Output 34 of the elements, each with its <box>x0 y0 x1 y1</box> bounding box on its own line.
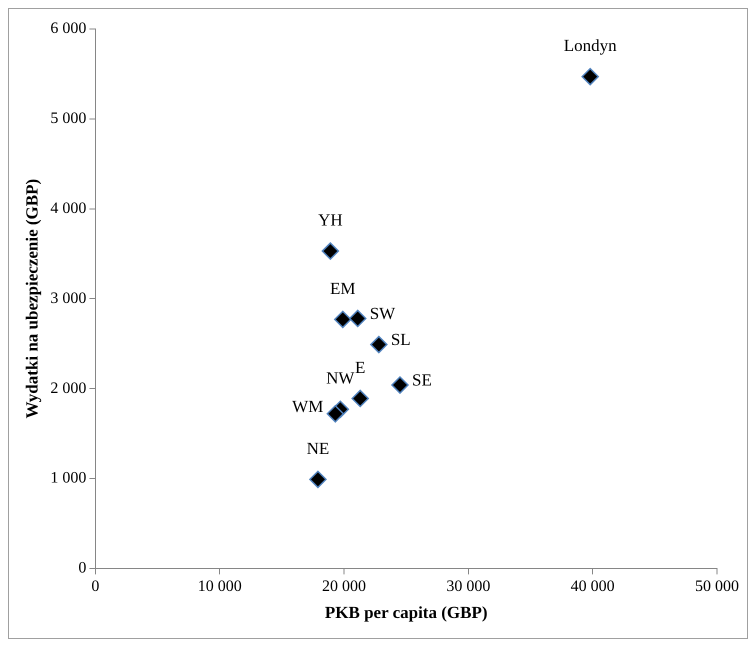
y-tick-label: 4 000 <box>50 200 86 218</box>
x-tick-label: 30 000 <box>446 578 490 596</box>
y-tick-label: 3 000 <box>50 290 86 307</box>
point <box>326 405 344 423</box>
y-tick-label: 6 000 <box>50 20 86 38</box>
data-label: WM <box>292 397 324 416</box>
point <box>309 470 327 488</box>
point <box>351 390 369 408</box>
x-tick-label: 10 000 <box>198 578 242 596</box>
y-tick-label: 1 000 <box>50 470 86 487</box>
point <box>581 68 599 86</box>
x-tick-label: 0 <box>91 578 100 596</box>
data-label: SW <box>370 304 396 323</box>
data-label: SE <box>412 370 432 390</box>
point <box>391 376 409 394</box>
y-tick-label: 0 <box>78 560 86 577</box>
point <box>348 310 366 328</box>
x-axis-title: PKB per capita (GBP) <box>324 603 488 622</box>
point <box>322 242 340 260</box>
x-tick-label: 50 000 <box>695 578 739 596</box>
point <box>334 310 352 328</box>
y-tick-label: 2 000 <box>50 380 86 397</box>
y-tick-label: 5 000 <box>50 110 86 128</box>
data-label: NW <box>326 368 356 388</box>
data-label: YH <box>318 210 343 230</box>
x-tick-label: 40 000 <box>570 578 615 596</box>
x-tick-label: 20 000 <box>322 578 366 596</box>
data-label: Londyn <box>564 36 618 56</box>
data-label: NE <box>306 438 330 458</box>
point <box>370 336 388 354</box>
data-label: E <box>355 358 366 377</box>
y-axis-title: Wydatki na ubezpieczenie (GBP) <box>22 178 42 419</box>
data-label: EM <box>330 278 356 298</box>
data-label: SL <box>390 330 411 350</box>
